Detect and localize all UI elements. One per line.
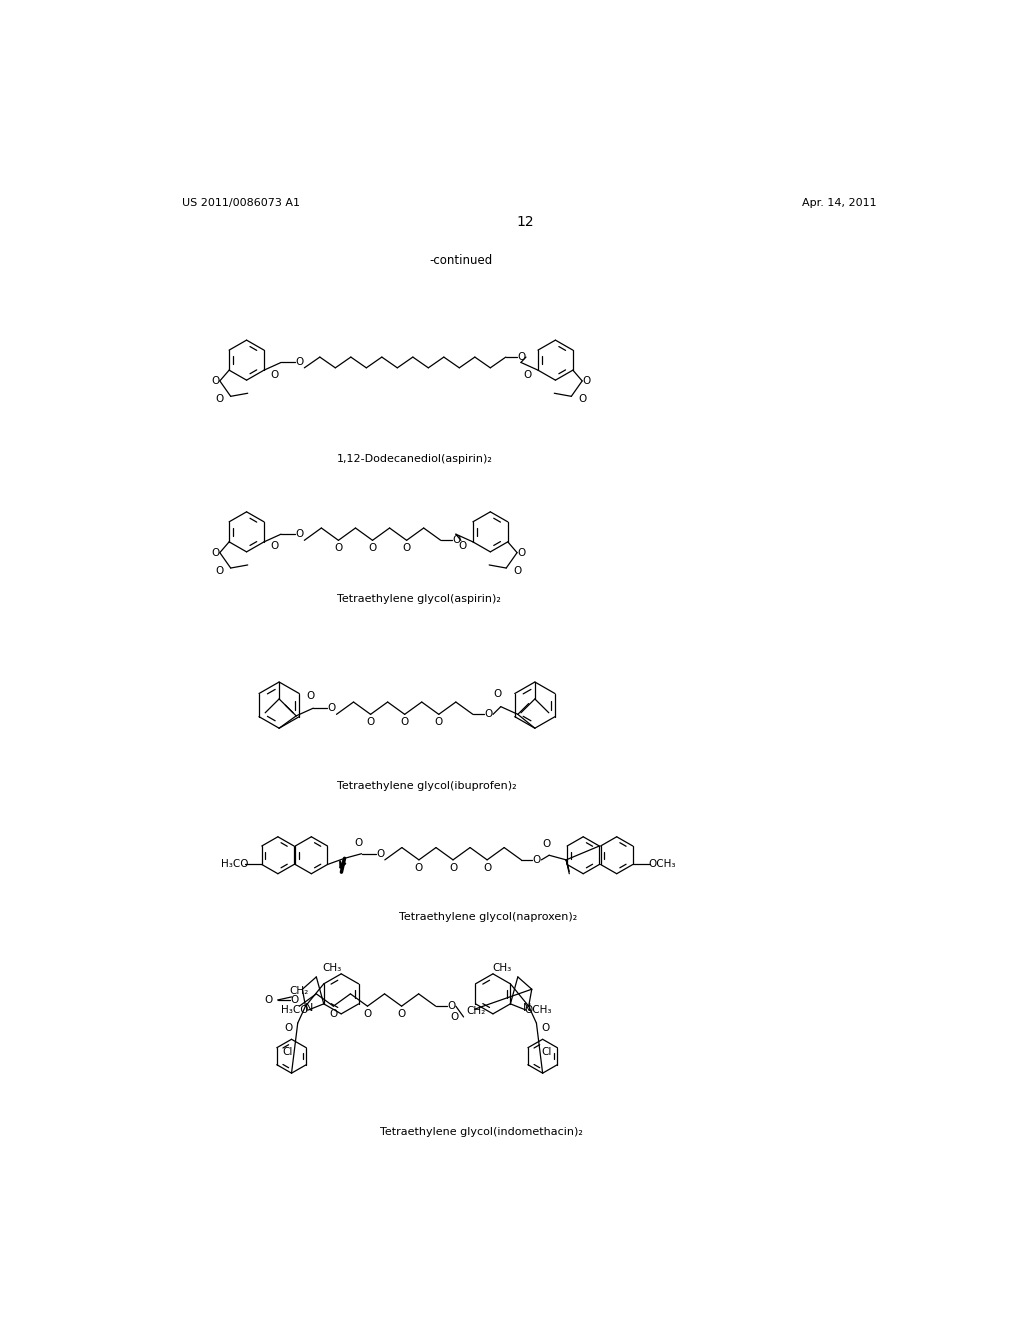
Text: Tetraethylene glycol(ibuprofen)₂: Tetraethylene glycol(ibuprofen)₂: [337, 781, 517, 791]
Text: O: O: [542, 840, 550, 850]
Text: O: O: [453, 536, 461, 545]
Text: O: O: [517, 548, 526, 557]
Text: O: O: [451, 1012, 459, 1022]
Text: N: N: [523, 1003, 531, 1014]
Text: O: O: [354, 838, 362, 847]
Text: O: O: [434, 717, 443, 727]
Text: H₃CO: H₃CO: [221, 859, 249, 870]
Text: O: O: [306, 690, 314, 701]
Text: O: O: [513, 566, 521, 576]
Text: O: O: [296, 358, 304, 367]
Text: O: O: [367, 717, 375, 727]
Text: H₃CO: H₃CO: [281, 1005, 308, 1015]
Text: O: O: [369, 543, 377, 553]
Text: O: O: [285, 1023, 293, 1032]
Text: O: O: [296, 529, 304, 539]
Text: CH₃: CH₃: [493, 962, 512, 973]
Text: O: O: [415, 862, 423, 873]
Text: O: O: [376, 849, 384, 859]
Text: O: O: [583, 376, 591, 385]
Text: O: O: [517, 352, 525, 362]
Text: O: O: [364, 1008, 372, 1019]
Text: O: O: [211, 376, 219, 385]
Text: O: O: [291, 995, 299, 1005]
Text: Cl: Cl: [283, 1047, 293, 1056]
Text: O: O: [264, 995, 272, 1005]
Text: CH₃: CH₃: [323, 962, 342, 973]
Text: N: N: [304, 1003, 312, 1014]
Text: O: O: [211, 548, 219, 557]
Text: -continued: -continued: [430, 255, 493, 268]
Text: OCH₃: OCH₃: [648, 859, 676, 870]
Text: O: O: [483, 862, 492, 873]
Text: O: O: [579, 395, 587, 404]
Text: O: O: [334, 543, 343, 553]
Text: CH₂: CH₂: [466, 1006, 485, 1016]
Text: O: O: [270, 370, 279, 380]
Text: US 2011/0086073 A1: US 2011/0086073 A1: [182, 198, 300, 209]
Text: O: O: [216, 566, 224, 576]
Text: 1,12-Dodecanediol(aspirin)₂: 1,12-Dodecanediol(aspirin)₂: [337, 454, 494, 463]
Text: O: O: [484, 709, 493, 719]
Text: Tetraethylene glycol(naproxen)₂: Tetraethylene glycol(naproxen)₂: [399, 912, 578, 921]
Text: Tetraethylene glycol(aspirin)₂: Tetraethylene glycol(aspirin)₂: [337, 594, 501, 603]
Text: Tetraethylene glycol(indomethacin)₂: Tetraethylene glycol(indomethacin)₂: [380, 1127, 583, 1138]
Text: Cl: Cl: [542, 1047, 552, 1056]
Text: OCH₃: OCH₃: [524, 1005, 552, 1015]
Text: O: O: [447, 1001, 456, 1011]
Text: O: O: [532, 855, 541, 865]
Text: O: O: [400, 717, 409, 727]
Text: O: O: [542, 1023, 550, 1032]
Text: O: O: [270, 541, 279, 552]
Text: 12: 12: [516, 215, 534, 228]
Text: O: O: [330, 1008, 338, 1019]
Text: O: O: [328, 704, 336, 713]
Text: O: O: [402, 543, 411, 553]
Text: O: O: [523, 370, 531, 380]
Text: O: O: [216, 395, 224, 404]
Text: O: O: [397, 1008, 406, 1019]
Text: Apr. 14, 2011: Apr. 14, 2011: [802, 198, 877, 209]
Text: O: O: [458, 541, 466, 552]
Text: O: O: [494, 689, 502, 700]
Text: O: O: [449, 862, 457, 873]
Text: CH₂: CH₂: [289, 986, 308, 995]
